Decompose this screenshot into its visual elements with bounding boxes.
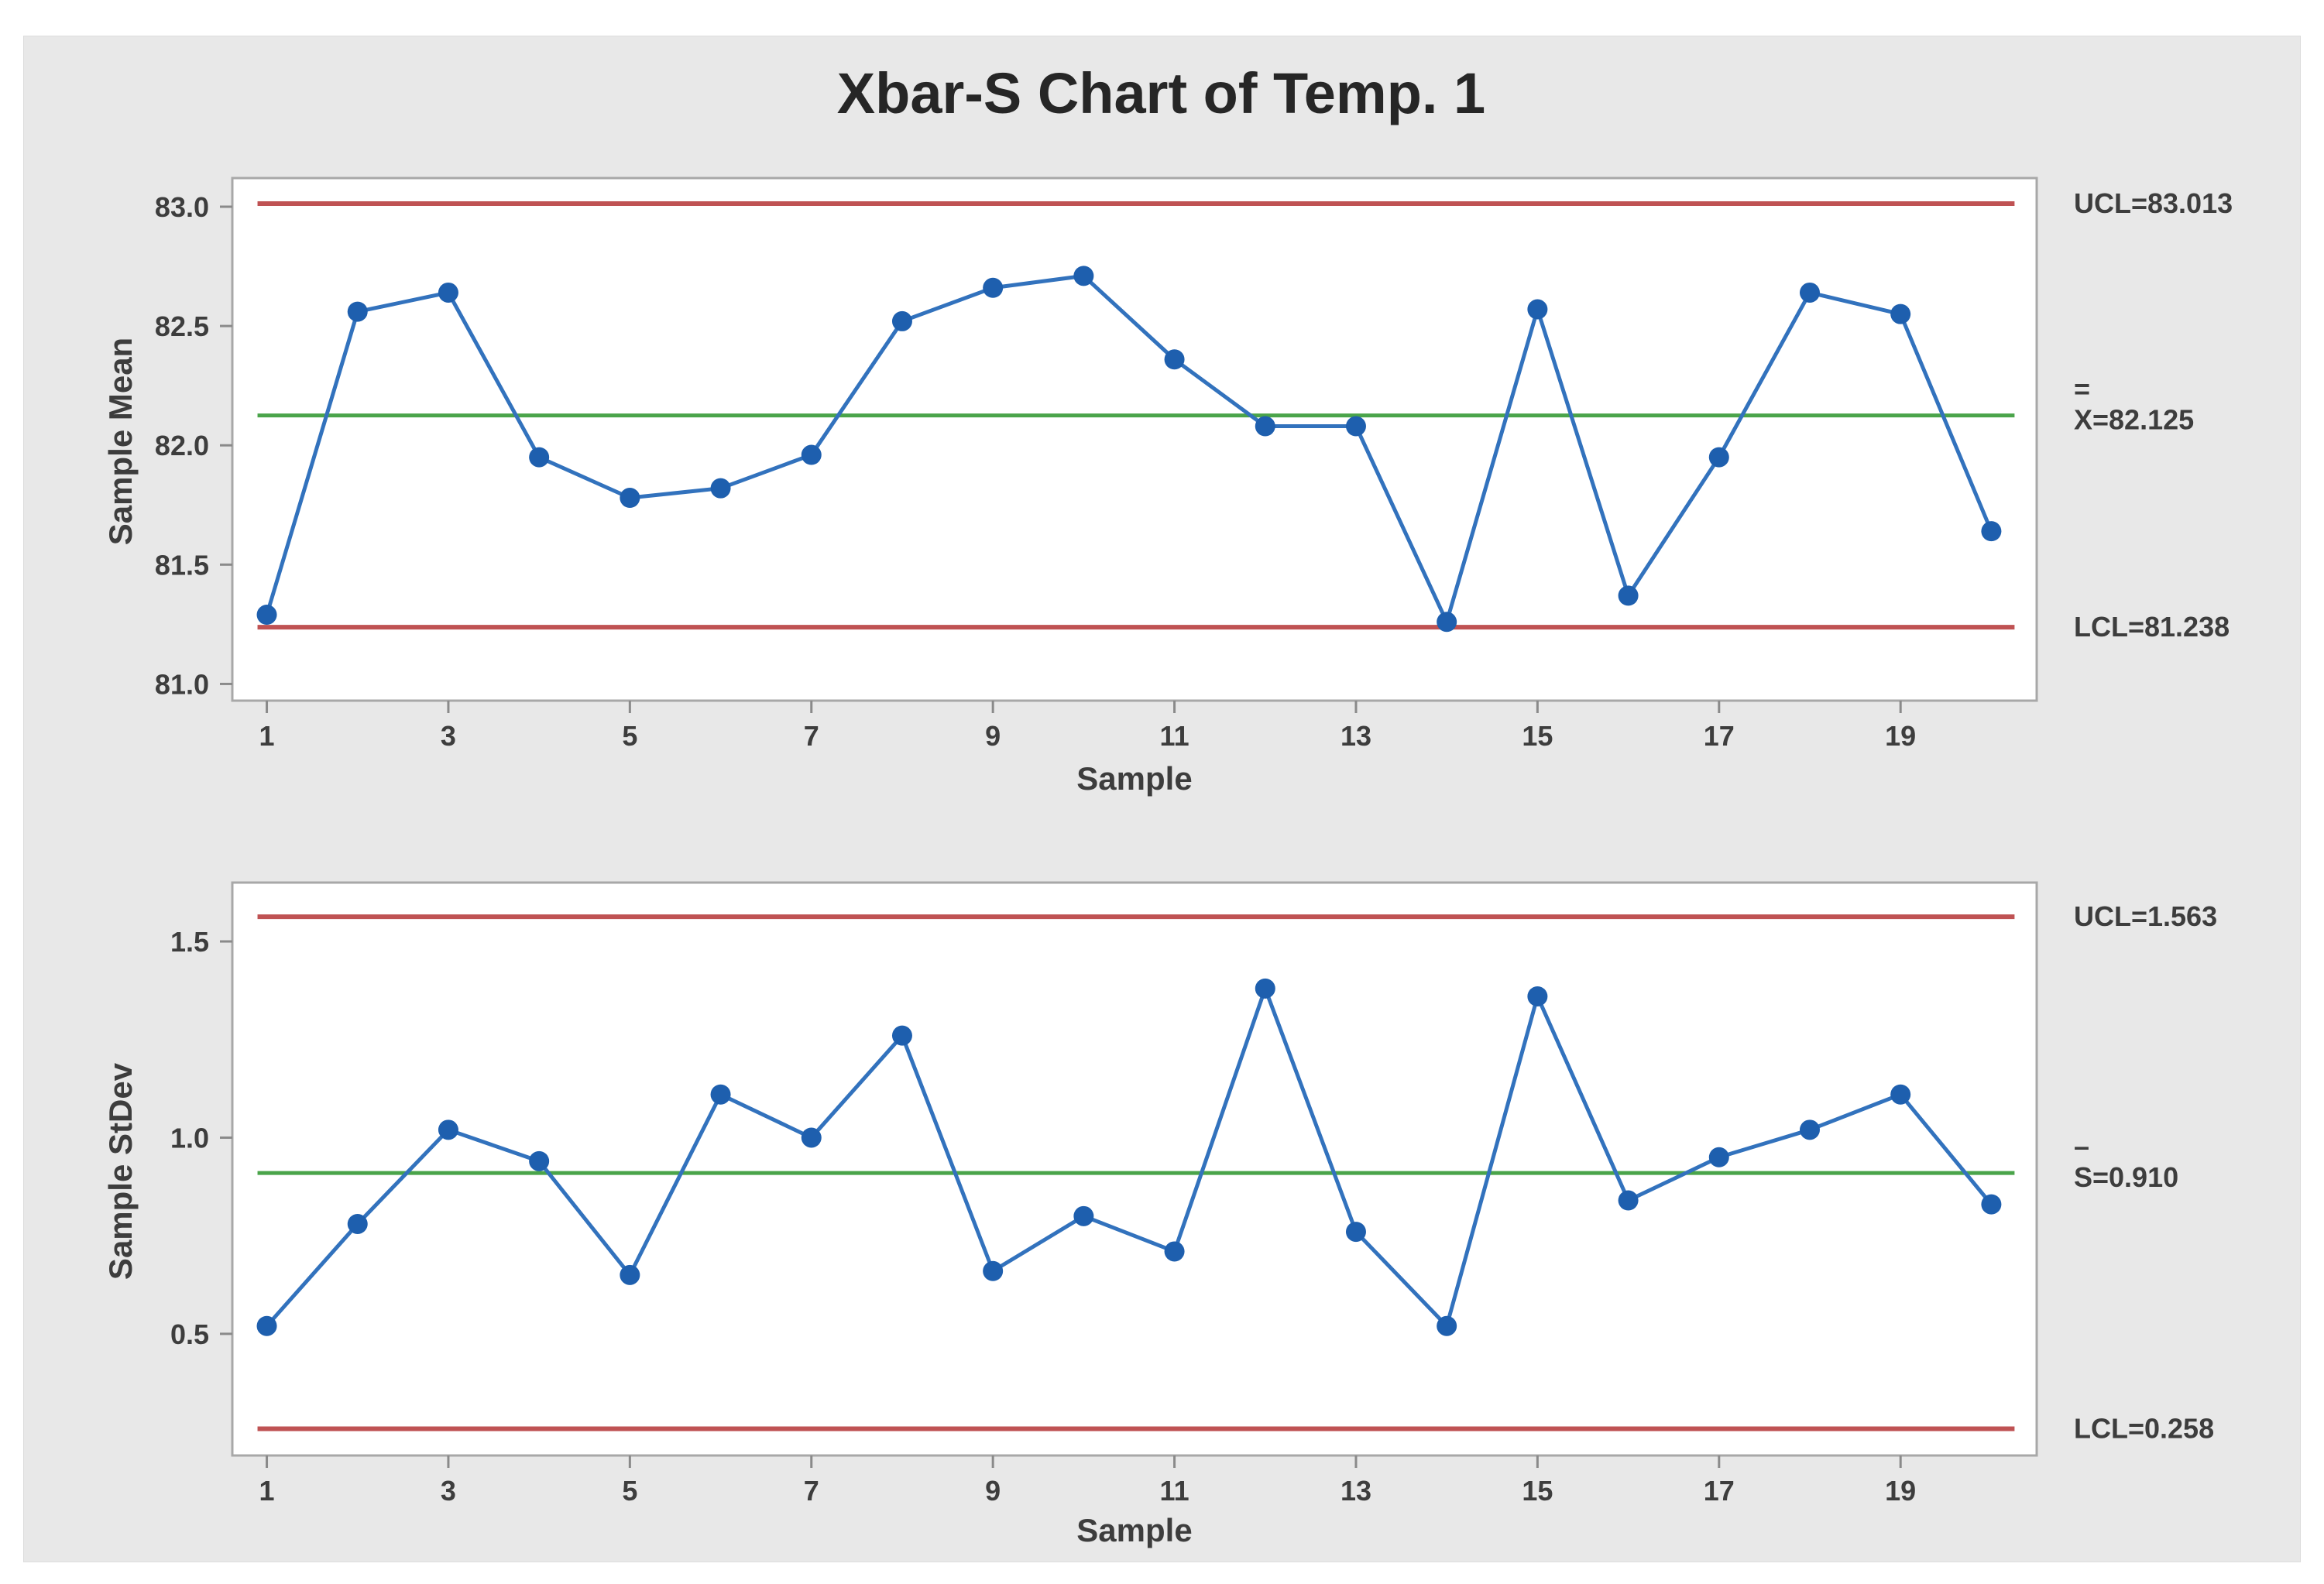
data-point (1437, 1315, 1457, 1336)
data-point (1345, 416, 1366, 437)
x-tick-label: 3 (441, 720, 456, 752)
x-tick-label: 13 (1341, 1475, 1371, 1507)
data-point (1708, 447, 1729, 468)
x-tick-label: 11 (1160, 1475, 1189, 1507)
data-point (1890, 1084, 1911, 1105)
y-tick-label: 0.5 (170, 1318, 209, 1350)
data-point (620, 488, 640, 509)
data-point (1981, 521, 2002, 542)
data-point (1255, 978, 1275, 999)
data-point (347, 1213, 368, 1234)
data-point (347, 301, 368, 322)
data-point (256, 1315, 277, 1336)
data-point (620, 1264, 640, 1285)
plot-area (232, 883, 2037, 1455)
y-tick-label: 1.5 (170, 926, 209, 958)
center-label-bar: – (2074, 1130, 2089, 1162)
x-tick-label: 19 (1885, 1475, 1916, 1507)
data-point (1799, 1119, 1820, 1140)
data-point (891, 310, 912, 331)
data-point (438, 282, 458, 303)
y-tick-label: 81.5 (155, 549, 209, 581)
data-point (983, 277, 1004, 298)
s-chart-plot: 1.51.00.51 3 5 7 9 11 13 15 17 19UCL=1.563–S=0.91… (170, 881, 2217, 1507)
x-tick-label: 17 (1704, 1475, 1735, 1507)
data-point (1618, 585, 1639, 606)
x-tick-label: 9 (985, 720, 1001, 752)
y-tick-label: 83.0 (155, 191, 209, 223)
data-point (1708, 1147, 1729, 1167)
data-point (801, 1127, 822, 1148)
data-point (1981, 1194, 2002, 1215)
series-line (265, 986, 1993, 1329)
y-tick-label: 1.0 (170, 1122, 209, 1154)
ucl-label: UCL=83.013 (2074, 187, 2233, 219)
y-tick-label: 82.0 (155, 430, 209, 461)
plot-border (231, 881, 2038, 1457)
data-point (801, 444, 822, 465)
y-tick-label: 81.0 (155, 668, 209, 700)
data-point (1073, 1205, 1094, 1226)
x-tick-label: 15 (1522, 720, 1553, 752)
data-point (256, 605, 277, 626)
x-tick-label: 7 (804, 720, 819, 752)
xbar-chart-plot: 83.082.582.081.581.01 3 5 7 9 11 13 15 17 19UCL=8… (155, 177, 2233, 752)
x-tick-label: 1 (259, 1475, 275, 1507)
y-tick-label: 82.5 (155, 310, 209, 342)
x-tick-label: 5 (622, 1475, 637, 1507)
center-label: S=0.910 (2074, 1161, 2178, 1193)
center-label-bar: = (2074, 373, 2090, 405)
page-title: Xbar-S Chart of Temp. 1 (836, 61, 1486, 125)
data-point (1890, 303, 1911, 324)
data-point (529, 447, 550, 468)
data-point (438, 1119, 458, 1140)
x-tick-label: 3 (441, 1475, 456, 1507)
plot-border (231, 177, 2038, 702)
x-tick-label: 7 (804, 1475, 819, 1507)
x-tick-label: 5 (622, 720, 637, 752)
data-point (891, 1025, 912, 1046)
data-point (710, 478, 731, 499)
data-point (983, 1260, 1004, 1281)
s-chart-x-axis-title: Sample (1076, 1512, 1193, 1548)
data-point (1073, 266, 1094, 286)
data-point (1799, 282, 1820, 303)
x-tick-label: 9 (985, 1475, 1001, 1507)
data-point (1164, 1241, 1185, 1262)
lcl-label: LCL=0.258 (2074, 1413, 2214, 1445)
data-point (1527, 986, 1548, 1006)
data-point (1345, 1222, 1366, 1243)
center-label: X=82.125 (2074, 404, 2194, 436)
x-tick-label: 1 (259, 720, 275, 752)
data-point (1255, 416, 1275, 437)
data-point (1437, 612, 1457, 633)
plot-area (232, 178, 2037, 701)
x-tick-label: 13 (1341, 720, 1371, 752)
xbar-x-axis-title: Sample (1076, 760, 1193, 797)
x-tick-label: 19 (1885, 720, 1916, 752)
series-line (265, 273, 1993, 624)
ucl-label: UCL=1.563 (2074, 900, 2217, 932)
data-point (1164, 349, 1185, 370)
data-point (1618, 1190, 1639, 1211)
data-point (1527, 299, 1548, 320)
data-point (529, 1150, 550, 1171)
data-point (710, 1084, 731, 1105)
x-tick-label: 17 (1704, 720, 1735, 752)
x-tick-label: 15 (1522, 1475, 1553, 1507)
x-tick-label: 11 (1160, 720, 1189, 752)
lcl-label: LCL=81.238 (2074, 611, 2230, 643)
